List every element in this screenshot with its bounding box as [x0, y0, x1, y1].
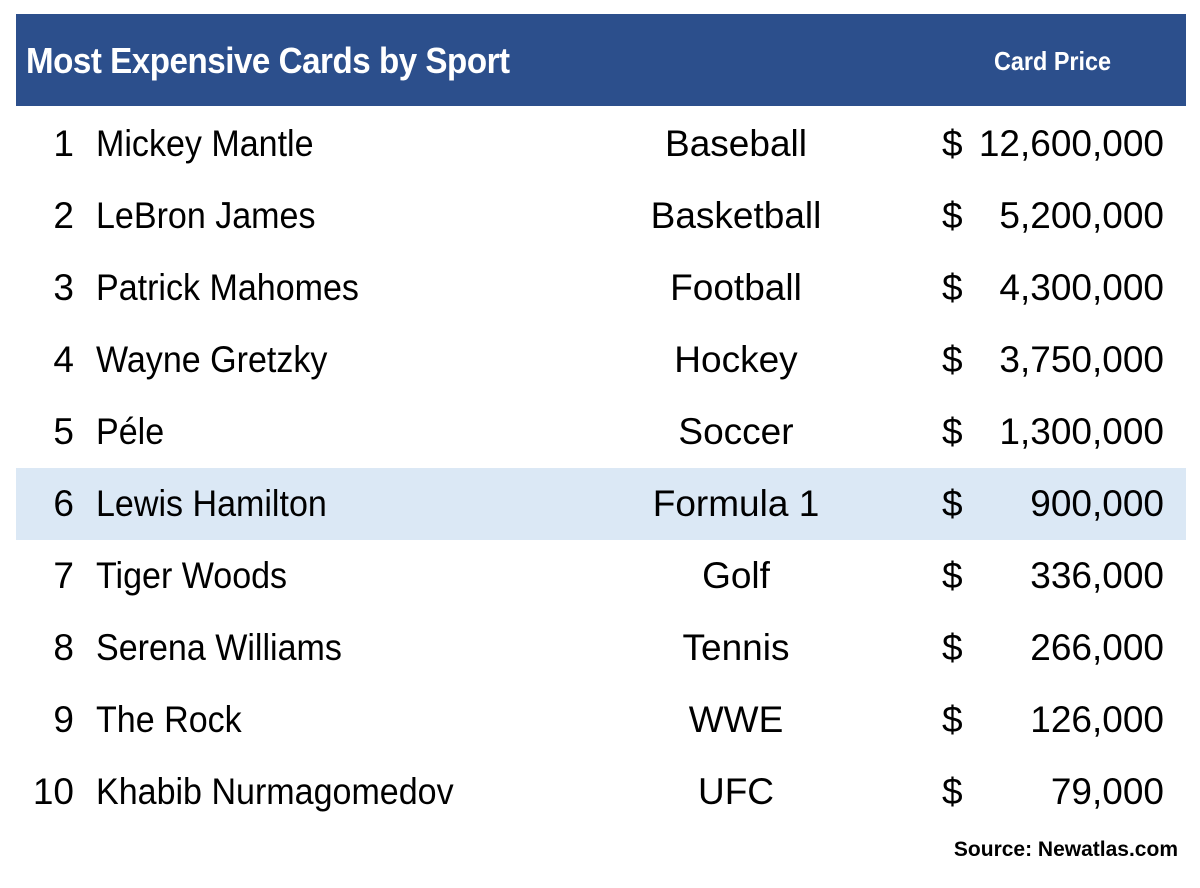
page-title: Most Expensive Cards by Sport	[26, 40, 510, 81]
price-cell: 4,300,000	[999, 267, 1164, 308]
table-row: 7 Tiger Woods Golf $336,000	[16, 540, 1186, 612]
price-cell: 5,200,000	[999, 195, 1164, 236]
rank-cell: 4	[53, 339, 74, 380]
currency-symbol: $	[942, 195, 963, 236]
player-name-cell: Péle	[96, 411, 165, 452]
player-name-cell: Wayne Gretzky	[96, 339, 328, 380]
sport-cell: Tennis	[682, 627, 790, 668]
table-row: 1 Mickey Mantle Baseball $12,600,000	[16, 108, 1186, 180]
table-row: 10 Khabib Nurmagomedov UFC $79,000	[16, 756, 1186, 828]
rank-cell: 8	[53, 627, 74, 668]
currency-symbol: $	[942, 483, 963, 524]
player-name-cell: Patrick Mahomes	[96, 267, 359, 308]
table-row: 9 The Rock WWE $126,000	[16, 684, 1186, 756]
table-row: 4 Wayne Gretzky Hockey $3,750,000	[16, 324, 1186, 396]
rank-cell: 7	[53, 555, 74, 596]
sport-cell: WWE	[688, 699, 784, 740]
currency-symbol: $	[942, 339, 963, 380]
currency-symbol: $	[942, 555, 963, 596]
table-row: 2 LeBron James Basketball $5,200,000	[16, 180, 1186, 252]
price-cell: 12,600,000	[978, 123, 1164, 164]
sport-cell: Hockey	[674, 339, 798, 380]
sport-cell: Formula 1	[652, 483, 820, 524]
price-cell: 79,000	[1050, 771, 1164, 812]
sport-cell: Basketball	[650, 195, 822, 236]
price-cell: 126,000	[1030, 699, 1164, 740]
player-name-cell: The Rock	[96, 699, 242, 740]
currency-symbol: $	[942, 123, 963, 164]
rank-cell: 2	[53, 195, 74, 236]
currency-symbol: $	[942, 699, 963, 740]
column-header-card-price: Card Price	[994, 46, 1112, 76]
source-note: Source: Newatlas.com	[953, 838, 1178, 861]
table-header: Most Expensive Cards by Sport Card Price	[16, 14, 1186, 106]
price-cell: 336,000	[1030, 555, 1164, 596]
player-name-cell: LeBron James	[96, 195, 316, 236]
price-cell: 900,000	[1030, 483, 1164, 524]
rank-cell: 1	[53, 123, 74, 164]
sport-cell: UFC	[697, 771, 775, 812]
player-name-cell: Lewis Hamilton	[96, 483, 327, 524]
rank-cell: 5	[53, 411, 74, 452]
price-cell: 3,750,000	[999, 339, 1164, 380]
player-name-cell: Khabib Nurmagomedov	[96, 771, 454, 812]
sport-cell: Soccer	[678, 411, 794, 452]
table-row: 5 Péle Soccer $1,300,000	[16, 396, 1186, 468]
table-row: 3 Patrick Mahomes Football $4,300,000	[16, 252, 1186, 324]
rank-cell: 3	[53, 267, 74, 308]
player-name-cell: Mickey Mantle	[96, 123, 314, 164]
price-cell: 266,000	[1030, 627, 1164, 668]
table-row: 6 Lewis Hamilton Formula 1 $900,000	[16, 468, 1186, 540]
rank-cell: 10	[32, 771, 74, 812]
currency-symbol: $	[942, 411, 963, 452]
price-cell: 1,300,000	[999, 411, 1164, 452]
currency-symbol: $	[942, 267, 963, 308]
sport-cell: Baseball	[665, 123, 807, 164]
player-name-cell: Tiger Woods	[96, 555, 288, 596]
currency-symbol: $	[942, 627, 963, 668]
rank-cell: 9	[53, 699, 74, 740]
sport-cell: Golf	[702, 555, 770, 596]
currency-symbol: $	[942, 771, 963, 812]
sport-cell: Football	[670, 267, 802, 308]
player-name-cell: Serena Williams	[96, 627, 342, 668]
rank-cell: 6	[53, 483, 74, 524]
table-row: 8 Serena Williams Tennis $266,000	[16, 612, 1186, 684]
